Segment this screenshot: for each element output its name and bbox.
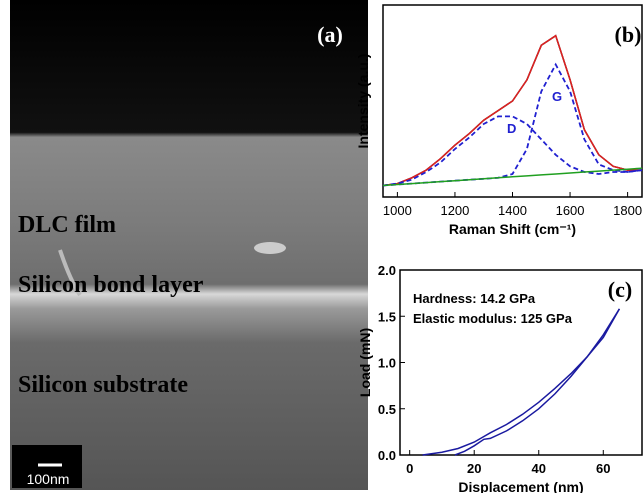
x-tick-label: 1400 (498, 203, 527, 218)
panel-label: (a) (317, 22, 343, 47)
annotation: D (507, 121, 516, 136)
data-line (423, 309, 620, 455)
data-line (383, 36, 642, 186)
x-tick-label: 1000 (383, 203, 412, 218)
panel-a: (a) DLC film Silicon bond layer Silicon … (10, 0, 368, 490)
y-tick-label: 1.0 (378, 356, 396, 371)
data-line (383, 168, 642, 185)
annotation: G (552, 89, 562, 104)
x-tick-label: 1800 (613, 203, 642, 218)
y-axis-label: Intensity (a.u.) (355, 54, 371, 149)
x-tick-label: 1600 (556, 203, 585, 218)
x-tick-label: 1200 (440, 203, 469, 218)
y-tick-label: 0.0 (378, 448, 396, 463)
sem-image (10, 0, 368, 490)
layer-label: Silicon bond layer (18, 272, 204, 298)
x-axis-label: Raman Shift (cm⁻¹) (449, 221, 576, 237)
figure: (a) DLC film Silicon bond layer Silicon … (0, 0, 644, 493)
panel-label: (b) (615, 22, 642, 47)
y-tick-label: 2.0 (378, 263, 396, 278)
y-tick-label: 0.5 (378, 402, 396, 417)
layer-label: Silicon substrate (18, 372, 188, 398)
data-line (455, 309, 620, 455)
scale-label: 100nm (27, 471, 70, 487)
y-axis-label: Load (mN) (357, 328, 373, 397)
annotation: Elastic modulus: 125 GPa (413, 311, 573, 326)
annotation: Hardness: 14.2 GPa (413, 291, 536, 306)
x-tick-label: 0 (406, 461, 413, 476)
panel-label: (c) (608, 277, 632, 302)
layer-label: DLC film (18, 212, 116, 238)
x-axis-label: Displacement (nm) (458, 479, 583, 493)
x-tick-label: 60 (596, 461, 610, 476)
x-tick-label: 40 (532, 461, 546, 476)
sem-feature (254, 242, 286, 254)
x-tick-label: 20 (467, 461, 481, 476)
data-line (383, 36, 642, 186)
y-tick-label: 1.5 (378, 309, 396, 324)
